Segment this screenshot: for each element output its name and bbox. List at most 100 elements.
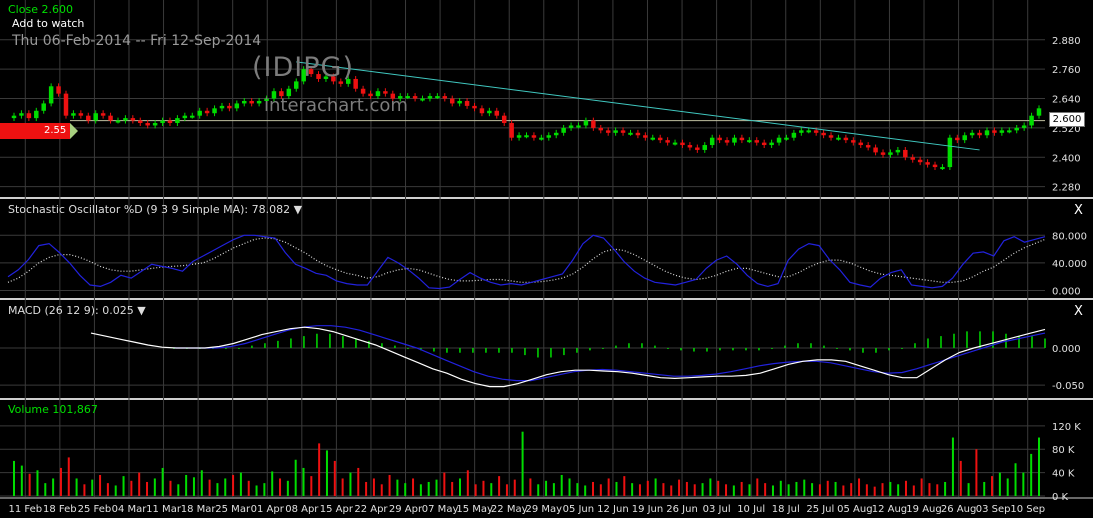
- candle-body: [739, 137, 745, 141]
- price-level-label: 2.55: [44, 125, 67, 136]
- volume-bar: [169, 480, 172, 496]
- volume-bar: [146, 481, 149, 496]
- dropdown-icon[interactable]: ▼: [293, 203, 303, 216]
- x-tick-label: 18 Jul: [772, 504, 800, 515]
- candle-body: [769, 142, 774, 146]
- volume-bar: [631, 483, 634, 496]
- macd-histogram-bar: [784, 345, 786, 348]
- candle-body: [1021, 125, 1027, 128]
- candle-body: [93, 113, 98, 121]
- x-tick-label: 07 May: [422, 504, 459, 515]
- volume-bar: [388, 474, 391, 496]
- volume-bar: [811, 483, 814, 496]
- candle-body: [190, 115, 195, 118]
- volume-bar: [75, 478, 78, 496]
- candle-body: [308, 69, 314, 75]
- candle-body: [695, 147, 700, 150]
- candle-body: [435, 96, 440, 99]
- site-watermark: interachart.com: [264, 95, 408, 116]
- macd-histogram-bar: [836, 347, 838, 349]
- candle-body: [41, 103, 46, 111]
- volume-bar: [44, 483, 47, 496]
- volume-bar: [310, 476, 313, 496]
- macd-histogram-bar: [238, 347, 240, 349]
- add-to-watch-link[interactable]: Add to watch: [12, 17, 85, 30]
- candle-body: [969, 132, 975, 136]
- volume-bar: [842, 485, 845, 496]
- macd-histogram-bar: [576, 347, 578, 353]
- macd-histogram-bar: [433, 347, 435, 352]
- volume-bar: [568, 478, 571, 496]
- volume-bar: [897, 484, 900, 496]
- macd-panel-label[interactable]: MACD (26 12 9): 0.025 ▼: [8, 304, 146, 317]
- macd-histogram-bar: [914, 343, 916, 348]
- volume-y-tick-label: 80 K: [1052, 445, 1075, 456]
- candle-body: [353, 78, 358, 89]
- stochastic-y-tick-label: 0.000: [1052, 287, 1081, 298]
- candle-body: [873, 147, 878, 153]
- volume-bar: [200, 470, 203, 496]
- x-tick-label: 15 May: [456, 504, 493, 515]
- candle-body: [524, 135, 529, 138]
- volume-bar: [1030, 453, 1033, 496]
- x-tick-label: 10 Sep: [1010, 504, 1045, 515]
- candle-body: [977, 132, 982, 136]
- candle-body: [1029, 115, 1034, 126]
- volume-bar: [83, 484, 86, 496]
- macd-histogram-bar: [771, 347, 773, 349]
- candle-body: [702, 145, 707, 150]
- macd-histogram-bar: [329, 333, 331, 348]
- dropdown-icon[interactable]: ▼: [137, 304, 146, 317]
- macd-histogram-bar: [797, 343, 799, 348]
- candle-body: [910, 157, 915, 160]
- stochastic-y-tick-label: 80.000: [1052, 231, 1087, 242]
- macd-histogram-bar: [693, 347, 695, 352]
- macd-histogram-bar: [1031, 336, 1033, 348]
- candle-body: [130, 118, 136, 121]
- candle-body: [204, 110, 210, 114]
- candle-body: [865, 145, 871, 148]
- x-tick-label: 15 Apr: [320, 504, 354, 515]
- volume-bar: [678, 479, 681, 496]
- candle-body: [568, 125, 574, 128]
- volume-bar: [795, 481, 798, 496]
- x-tick-label: 29 May: [525, 504, 562, 515]
- volume-bar: [412, 478, 415, 496]
- candle-body: [1007, 130, 1012, 133]
- price-level-marker: [0, 123, 70, 139]
- volume-bar: [365, 481, 368, 496]
- volume-bar: [466, 470, 469, 496]
- candle-body: [442, 96, 448, 99]
- macd-histogram-bar: [745, 347, 747, 351]
- volume-bar: [247, 480, 250, 496]
- volume-bar: [239, 472, 242, 496]
- volume-bar: [427, 481, 430, 496]
- macd-histogram-bar: [1018, 336, 1020, 348]
- volume-bar: [419, 484, 422, 496]
- macd-histogram-bar: [680, 347, 682, 351]
- volume-bar: [818, 484, 821, 496]
- stochastic-close-icon[interactable]: X: [1074, 203, 1083, 218]
- stochastic-panel-label[interactable]: Stochastic Oscillator %D (9 3 9 Simple M…: [8, 203, 302, 216]
- volume-bar: [1038, 437, 1040, 496]
- macd-histogram-bar: [446, 347, 448, 353]
- candle-body: [858, 142, 863, 146]
- candle-body: [687, 145, 693, 148]
- candle-body: [427, 96, 433, 99]
- macd-close-icon[interactable]: X: [1074, 304, 1083, 319]
- volume-bar: [192, 477, 195, 496]
- macd-histogram-bar: [810, 343, 812, 348]
- volume-bar: [764, 483, 767, 496]
- volume-bar: [912, 485, 915, 496]
- volume-bar: [52, 478, 55, 496]
- last-price-box: 2.600: [1049, 112, 1085, 127]
- macd-histogram-bar: [368, 340, 370, 348]
- candle-body: [1014, 127, 1019, 131]
- volume-bar: [130, 480, 133, 496]
- volume-bar: [865, 484, 868, 496]
- macd-histogram-bar: [875, 347, 877, 353]
- candle-body: [925, 162, 930, 165]
- candle-body: [286, 88, 292, 97]
- candle-body: [256, 100, 262, 104]
- volume-bar: [638, 484, 641, 496]
